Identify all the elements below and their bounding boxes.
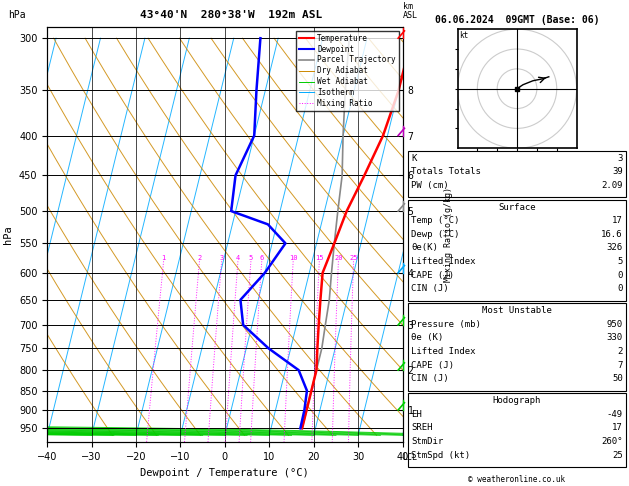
Text: 330: 330 <box>606 333 623 343</box>
Text: 0: 0 <box>617 284 623 294</box>
Text: 15: 15 <box>315 255 323 261</box>
Text: 17: 17 <box>612 423 623 433</box>
Text: 4: 4 <box>236 255 240 261</box>
Text: 20: 20 <box>334 255 343 261</box>
Text: K: K <box>411 154 417 163</box>
Text: StmSpd (kt): StmSpd (kt) <box>411 451 470 460</box>
Text: Most Unstable: Most Unstable <box>482 306 552 315</box>
Text: 43°40'N  280°38'W  192m ASL: 43°40'N 280°38'W 192m ASL <box>140 11 322 20</box>
Text: 260°: 260° <box>601 437 623 446</box>
Text: 5: 5 <box>617 257 623 266</box>
Text: CAPE (J): CAPE (J) <box>411 271 454 280</box>
Text: © weatheronline.co.uk: © weatheronline.co.uk <box>469 474 565 484</box>
Text: Mixing Ratio (g/kg): Mixing Ratio (g/kg) <box>444 187 454 282</box>
Text: 6: 6 <box>260 255 264 261</box>
Text: CAPE (J): CAPE (J) <box>411 361 454 370</box>
Text: 1: 1 <box>162 255 165 261</box>
Text: SREH: SREH <box>411 423 433 433</box>
Text: 0: 0 <box>617 271 623 280</box>
Text: 25: 25 <box>612 451 623 460</box>
Y-axis label: hPa: hPa <box>3 225 13 244</box>
Text: Lifted Index: Lifted Index <box>411 257 476 266</box>
X-axis label: Dewpoint / Temperature (°C): Dewpoint / Temperature (°C) <box>140 468 309 478</box>
Text: θe(K): θe(K) <box>411 243 438 253</box>
Legend: Temperature, Dewpoint, Parcel Trajectory, Dry Adiabat, Wet Adiabat, Isotherm, Mi: Temperature, Dewpoint, Parcel Trajectory… <box>296 31 399 111</box>
Text: Temp (°C): Temp (°C) <box>411 216 460 226</box>
Text: 2: 2 <box>617 347 623 356</box>
Text: 2: 2 <box>198 255 201 261</box>
Text: 10: 10 <box>289 255 298 261</box>
Text: StmDir: StmDir <box>411 437 443 446</box>
Text: Lifted Index: Lifted Index <box>411 347 476 356</box>
Text: 39: 39 <box>612 167 623 176</box>
Text: hPa: hPa <box>8 11 26 20</box>
Text: 16.6: 16.6 <box>601 230 623 239</box>
Text: 326: 326 <box>606 243 623 253</box>
Text: EH: EH <box>411 410 422 419</box>
Text: 3: 3 <box>220 255 224 261</box>
Text: θe (K): θe (K) <box>411 333 443 343</box>
Text: 3: 3 <box>617 154 623 163</box>
Text: 06.06.2024  09GMT (Base: 06): 06.06.2024 09GMT (Base: 06) <box>435 15 599 25</box>
Text: Dewp (°C): Dewp (°C) <box>411 230 460 239</box>
Text: km
ASL: km ASL <box>403 2 418 20</box>
Text: 950: 950 <box>606 320 623 329</box>
Text: Surface: Surface <box>498 203 536 212</box>
Text: -49: -49 <box>606 410 623 419</box>
Text: 5: 5 <box>249 255 253 261</box>
Text: Totals Totals: Totals Totals <box>411 167 481 176</box>
Text: 17: 17 <box>612 216 623 226</box>
Text: kt: kt <box>460 31 469 40</box>
Text: 2.09: 2.09 <box>601 181 623 190</box>
Text: Pressure (mb): Pressure (mb) <box>411 320 481 329</box>
Text: 7: 7 <box>617 361 623 370</box>
Text: CIN (J): CIN (J) <box>411 284 449 294</box>
Text: LCL: LCL <box>403 452 418 462</box>
Text: CIN (J): CIN (J) <box>411 374 449 383</box>
Text: PW (cm): PW (cm) <box>411 181 449 190</box>
Text: 25: 25 <box>349 255 358 261</box>
Text: 50: 50 <box>612 374 623 383</box>
Text: Hodograph: Hodograph <box>493 396 541 405</box>
